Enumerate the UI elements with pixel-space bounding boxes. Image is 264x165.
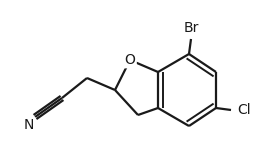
Text: N: N: [24, 118, 34, 132]
Text: O: O: [125, 53, 135, 67]
Text: Br: Br: [183, 21, 199, 35]
Text: Cl: Cl: [237, 103, 251, 117]
